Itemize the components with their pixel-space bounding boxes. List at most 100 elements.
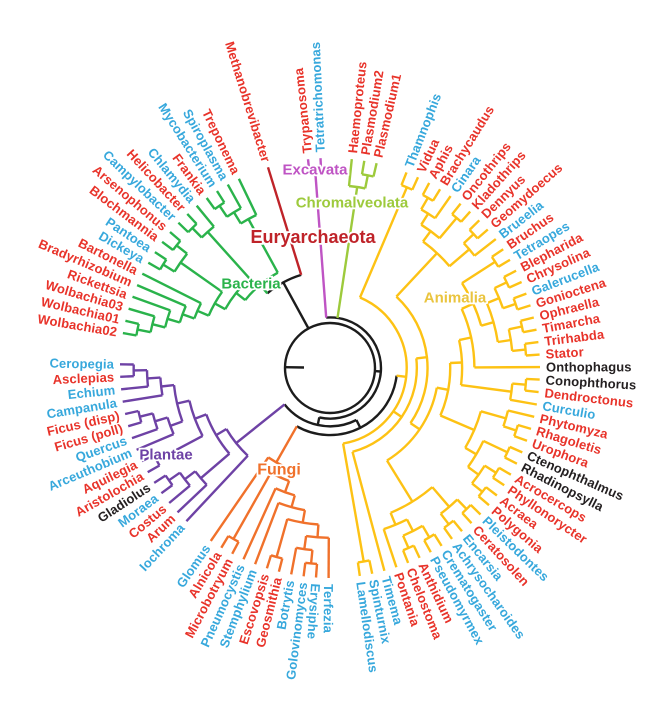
- branch: [392, 410, 403, 418]
- branch: [283, 480, 291, 493]
- branch: [467, 466, 480, 476]
- branch: [513, 292, 527, 300]
- branch: [220, 535, 230, 549]
- branch: [385, 459, 414, 503]
- branch: [509, 445, 523, 454]
- branch-arc: [357, 559, 370, 564]
- branch: [147, 261, 161, 271]
- branch: [124, 409, 139, 416]
- branch: [275, 425, 298, 463]
- branch: [237, 178, 258, 216]
- branch-arc: [244, 271, 279, 301]
- branch-arc: [467, 440, 485, 468]
- branch: [156, 434, 204, 462]
- branch: [278, 466, 286, 478]
- branch: [154, 416, 168, 423]
- branch: [469, 504, 482, 516]
- taxon-label: Conophthorus: [545, 373, 636, 393]
- branch-arc: [523, 343, 528, 356]
- branch: [452, 519, 463, 533]
- taxon-label: Terfezia: [321, 584, 336, 634]
- branch: [253, 502, 280, 565]
- branch: [232, 211, 242, 225]
- branch: [420, 197, 429, 211]
- branch: [247, 218, 279, 274]
- branch: [464, 446, 477, 456]
- branch: [491, 248, 504, 258]
- branch: [341, 443, 365, 562]
- branch: [235, 291, 246, 302]
- branch: [356, 562, 361, 577]
- taxon-label: Echium: [67, 382, 116, 402]
- branch: [422, 230, 432, 243]
- branch: [482, 439, 508, 454]
- branch: [507, 409, 535, 418]
- branch-arc: [172, 240, 182, 251]
- branch-arc: [457, 339, 464, 386]
- taxon-label: Tetratrichomonas: [308, 42, 328, 153]
- branch: [443, 527, 453, 540]
- branch: [206, 231, 251, 280]
- branch: [319, 158, 323, 172]
- branch: [161, 383, 175, 388]
- branch: [168, 484, 191, 504]
- branch: [476, 228, 489, 240]
- branch: [282, 281, 310, 330]
- branch: [147, 464, 161, 474]
- branch: [480, 410, 507, 420]
- branch: [186, 213, 198, 225]
- branch: [218, 205, 228, 218]
- branch: [120, 375, 134, 378]
- branch: [423, 539, 432, 553]
- branch: [196, 309, 210, 317]
- branch: [436, 386, 449, 391]
- branch-arc: [460, 308, 476, 368]
- branch: [409, 422, 421, 431]
- branch: [400, 171, 408, 186]
- branch: [141, 454, 155, 463]
- branch: [232, 472, 272, 540]
- branch: [525, 353, 540, 357]
- branch: [277, 558, 284, 572]
- branch-arc: [145, 370, 150, 387]
- branch: [456, 498, 468, 510]
- branch: [438, 217, 458, 239]
- branch: [152, 323, 166, 329]
- branch: [492, 476, 505, 487]
- branch: [512, 348, 526, 353]
- clade-label: Euryarchaeota: [250, 227, 376, 247]
- branch: [451, 202, 462, 215]
- branch: [358, 186, 409, 298]
- clade-label: Chromalveolata: [296, 195, 409, 212]
- branch: [461, 512, 473, 525]
- branch: [524, 340, 539, 345]
- branch: [275, 518, 289, 558]
- branch: [182, 313, 195, 320]
- branch: [136, 283, 187, 308]
- branch: [120, 385, 149, 391]
- branch: [512, 382, 526, 386]
- branch: [485, 486, 498, 497]
- taxon-label: Onthophagus: [546, 359, 632, 374]
- branch: [242, 487, 277, 560]
- branch: [509, 398, 538, 406]
- branch: [137, 328, 151, 334]
- branch: [364, 175, 369, 189]
- branch-arc: [266, 273, 302, 295]
- branch: [316, 524, 320, 538]
- branch: [498, 466, 512, 476]
- branch: [450, 361, 463, 365]
- branch: [347, 158, 353, 187]
- branch: [169, 231, 182, 242]
- branch: [301, 509, 307, 523]
- branch-arc: [386, 387, 438, 462]
- branch: [434, 195, 452, 219]
- branch: [405, 518, 415, 532]
- branch: [431, 188, 442, 202]
- branch: [372, 162, 378, 177]
- branch: [508, 280, 523, 289]
- branch: [480, 321, 494, 327]
- branch: [200, 452, 231, 480]
- branch: [486, 296, 500, 305]
